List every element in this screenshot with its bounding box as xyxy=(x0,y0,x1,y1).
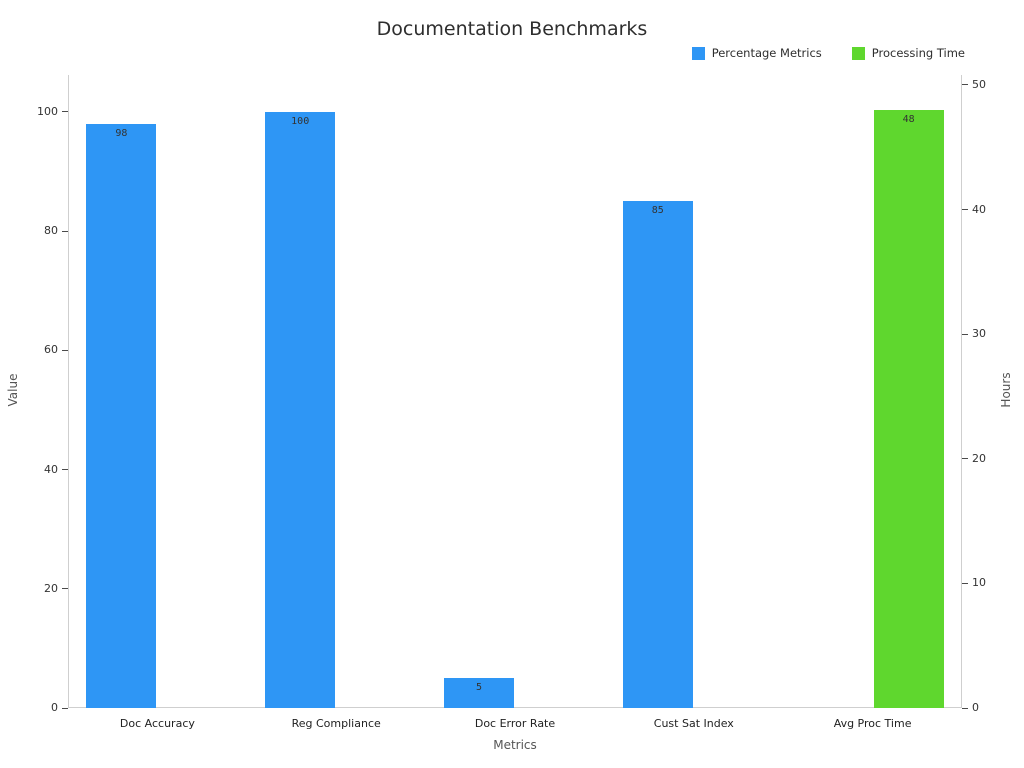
bar-value-label: 100 xyxy=(291,115,310,127)
left-tick-mark xyxy=(62,230,68,232)
x-axis-title: Metrics xyxy=(493,738,537,752)
x-tick-label: Doc Accuracy xyxy=(119,717,195,730)
left-tick-label: 80 xyxy=(44,224,58,238)
right-tick-mark xyxy=(962,209,968,211)
right-tick-mark xyxy=(962,333,968,335)
legend-swatch-icon xyxy=(691,46,705,60)
bar-processing-time xyxy=(873,109,944,708)
right-tick-label: 10 xyxy=(972,576,986,590)
bar-percentage-metrics xyxy=(444,678,514,708)
left-tick-label: 40 xyxy=(44,462,58,476)
legend-label: Processing Time xyxy=(871,46,965,60)
right-tick-mark xyxy=(962,582,968,584)
legend: Percentage Metrics Processing Time xyxy=(691,46,965,60)
left-tick-label: 0 xyxy=(51,701,58,714)
plot-area xyxy=(68,75,962,708)
right-axis-title: Hours xyxy=(999,372,1013,408)
right-tick-label: 0 xyxy=(972,701,979,714)
right-tick-mark xyxy=(962,84,968,86)
x-tick-label: Reg Compliance xyxy=(291,717,381,730)
x-tick-label: Cust Sat Index xyxy=(653,717,734,730)
legend-item-0: Percentage Metrics xyxy=(691,46,822,60)
right-tick-label: 20 xyxy=(972,451,986,465)
x-tick-label: Doc Error Rate xyxy=(474,717,556,730)
left-tick-mark xyxy=(62,111,68,113)
bar-value-label: 48 xyxy=(902,113,915,125)
bar-percentage-metrics xyxy=(86,123,157,708)
left-tick-mark xyxy=(62,469,68,471)
right-tick-label: 30 xyxy=(972,327,986,341)
right-tick-label: 40 xyxy=(972,202,986,216)
right-tick-mark xyxy=(962,707,968,709)
left-tick-label: 20 xyxy=(44,581,58,595)
left-tick-mark xyxy=(62,588,68,590)
right-tick-label: 50 xyxy=(972,77,986,91)
bar-percentage-metrics xyxy=(622,201,693,708)
left-tick-label: 100 xyxy=(37,104,58,118)
bar-value-label: 85 xyxy=(651,205,664,217)
bar-value-label: 5 xyxy=(475,682,483,694)
chart-title: Documentation Benchmarks xyxy=(376,18,648,40)
left-tick-mark xyxy=(62,707,68,709)
bar-value-label: 98 xyxy=(115,127,128,139)
x-tick-label: Avg Proc Time xyxy=(833,717,912,730)
legend-item-1: Processing Time xyxy=(851,46,965,60)
left-tick-mark xyxy=(62,349,68,351)
legend-swatch-icon xyxy=(851,46,865,60)
right-tick-mark xyxy=(962,458,968,460)
bar-percentage-metrics xyxy=(265,111,336,708)
left-tick-label: 60 xyxy=(44,343,58,357)
legend-label: Percentage Metrics xyxy=(711,46,822,60)
